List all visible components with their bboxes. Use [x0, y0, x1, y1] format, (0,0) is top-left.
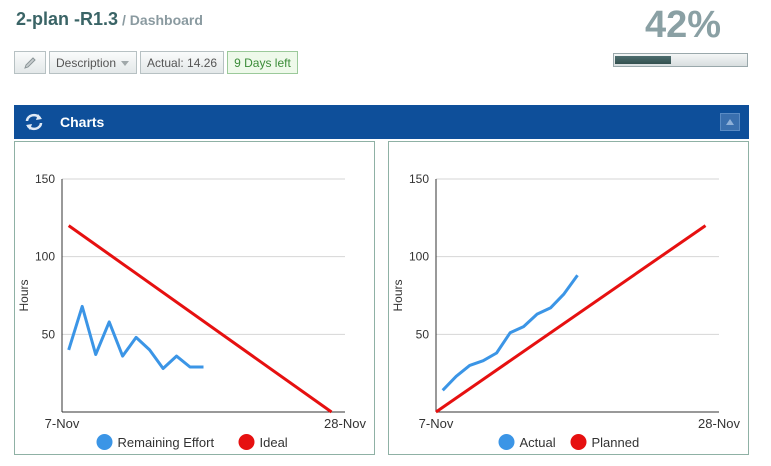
y-axis-label: Hours: [17, 279, 31, 311]
x-tick-label: 7-Nov: [419, 416, 454, 431]
description-label: Description: [56, 55, 117, 70]
y-tick-label: 150: [35, 172, 55, 186]
burnup-chart: 150 100 50 7-Nov 28-Nov Hours Actual Planned: [391, 172, 740, 450]
progress-percent: 42%: [644, 4, 721, 46]
legend-swatch: [96, 434, 113, 450]
pencil-icon: [24, 56, 36, 69]
legend-label: Remaining Effort: [118, 435, 215, 450]
edit-button[interactable]: [14, 51, 46, 74]
legend-swatch: [498, 434, 515, 450]
y-tick-label: 50: [416, 327, 430, 341]
chevron-down-icon: [121, 60, 130, 66]
progress-bar: [613, 53, 748, 67]
burndown-chart: 150 100 50 7-Nov 28-Nov Hours Remaining Effort…: [17, 172, 366, 450]
legend-swatch: [570, 434, 587, 450]
series-line-2: [435, 224, 707, 414]
series-line-2: [67, 224, 333, 414]
y-axis-label: Hours: [391, 279, 405, 311]
y-tick-label: 100: [35, 250, 55, 264]
description-dropdown[interactable]: Description: [49, 51, 138, 74]
x-tick-label: 28-Nov: [324, 416, 366, 431]
burnup-chart-panel: 150 100 50 7-Nov 28-Nov Hours Actual Planned: [388, 141, 749, 455]
actual-hours-badge: Actual: 14.26: [140, 51, 225, 74]
refresh-icon[interactable]: [23, 112, 45, 132]
series-line-1: [67, 304, 204, 370]
y-tick-label: 100: [409, 250, 429, 264]
breadcrumb[interactable]: / Dashboard: [122, 12, 203, 28]
x-tick-label: 28-Nov: [698, 416, 740, 431]
legend-label: Planned: [592, 435, 640, 450]
project-name: 2-plan -R1.3: [16, 9, 119, 29]
chevron-up-icon: [726, 119, 734, 125]
burndown-chart-panel: 150 100 50 7-Nov 28-Nov Hours Remaining Effort…: [14, 141, 375, 455]
days-left-badge: 9 Days left: [227, 51, 298, 74]
legend-swatch: [238, 434, 255, 450]
legend-label: Ideal: [260, 435, 288, 450]
panel-title: Charts: [60, 114, 105, 130]
progress-bar-fill: [615, 56, 671, 64]
series-line-1: [441, 274, 579, 392]
toolbar: Description Actual: 14.26 9 Days left: [14, 51, 298, 74]
page-title: 2-plan -R1.3/ Dashboard: [16, 9, 203, 30]
collapse-button[interactable]: [720, 113, 740, 131]
legend-label: Actual: [520, 435, 556, 450]
charts-panel-header: Charts: [14, 105, 749, 139]
x-tick-label: 7-Nov: [45, 416, 80, 431]
y-tick-label: 50: [42, 327, 56, 341]
y-tick-label: 150: [409, 172, 429, 186]
